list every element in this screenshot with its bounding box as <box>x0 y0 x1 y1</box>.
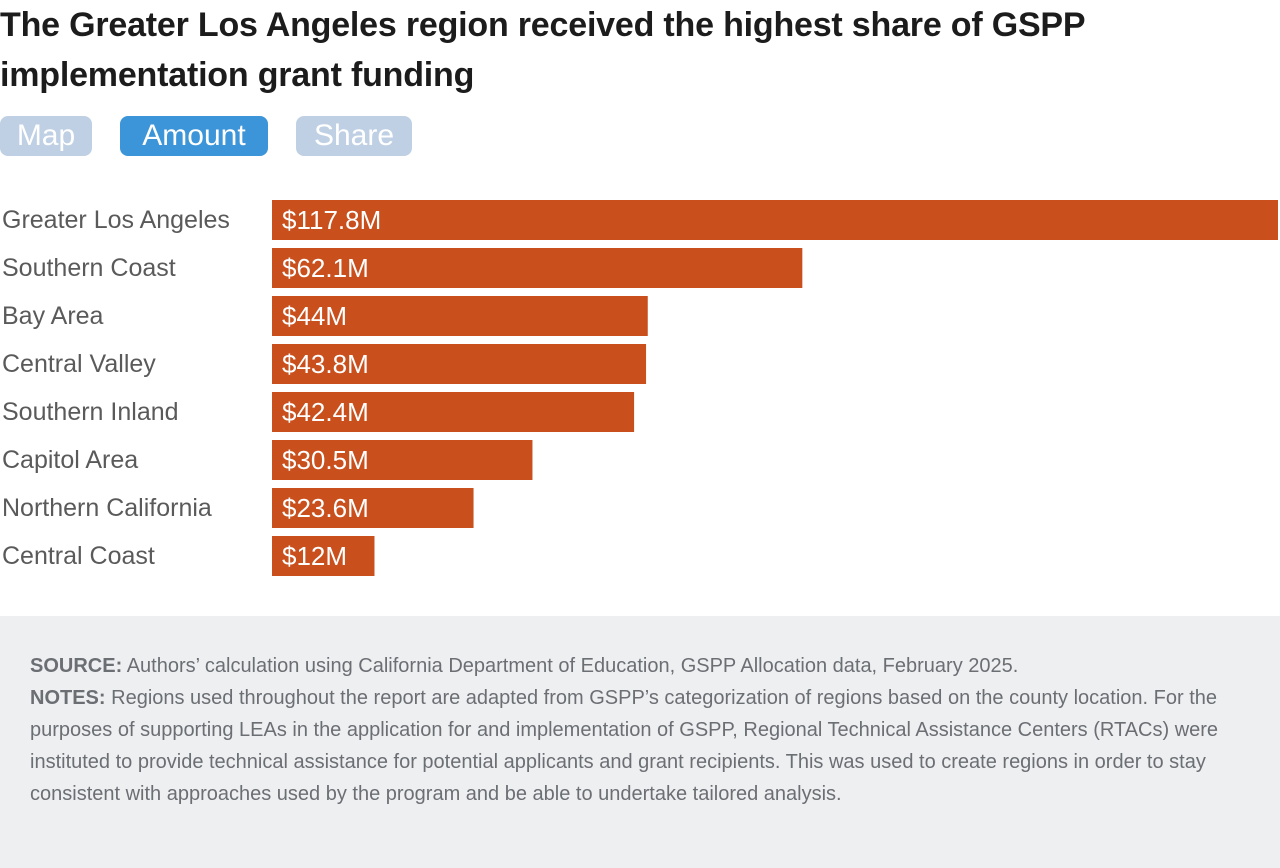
bar-value-label: $23.6M <box>282 493 369 523</box>
bar[interactable] <box>272 440 533 480</box>
tab-amount[interactable]: Amount <box>120 116 268 156</box>
bar-value-label: $62.1M <box>282 253 369 283</box>
notes: NOTES: Regions used throughout the repor… <box>30 682 1240 810</box>
bar[interactable] <box>272 392 635 432</box>
bar[interactable] <box>272 248 803 288</box>
chart-title: The Greater Los Angeles region received … <box>0 6 1085 94</box>
bar-chart: Greater Los Angeles $117.8M Southern Coast… <box>2 200 1278 576</box>
category-label: Southern Inland <box>2 398 179 426</box>
bar-value-label: $117.8M <box>282 205 381 235</box>
bar-value-label: $30.5M <box>282 445 369 475</box>
source-text: Authors’ calculation using California De… <box>126 655 1019 677</box>
category-label: Bay Area <box>2 302 104 330</box>
source-note: SOURCE: Authors’ calculation using Calif… <box>30 650 1240 682</box>
bar[interactable] <box>272 344 647 384</box>
category-label: Southern Coast <box>2 254 176 282</box>
notes-label: NOTES: <box>30 687 106 709</box>
category-label: Capitol Area <box>2 446 138 474</box>
category-label: Central Valley <box>2 350 156 378</box>
category-label: Greater Los Angeles <box>2 206 230 234</box>
category-label: Northern California <box>2 494 212 522</box>
category-label: Central Coast <box>2 542 155 570</box>
bar[interactable] <box>272 296 648 336</box>
bar-value-label: $44M <box>282 301 347 331</box>
tab-share[interactable]: Share <box>296 116 412 156</box>
source-label: SOURCE: <box>30 655 123 677</box>
bar[interactable] <box>272 536 375 576</box>
bar[interactable] <box>272 200 1278 240</box>
bar-value-label: $43.8M <box>282 349 369 379</box>
bar[interactable] <box>272 488 474 528</box>
bar-value-label: $42.4M <box>282 397 369 427</box>
notes-text: Regions used throughout the report are a… <box>30 687 1219 805</box>
tab-map[interactable]: Map <box>0 116 92 156</box>
chart-footer: SOURCE: Authors’ calculation using Calif… <box>0 616 1280 868</box>
bar-value-label: $12M <box>282 541 347 571</box>
